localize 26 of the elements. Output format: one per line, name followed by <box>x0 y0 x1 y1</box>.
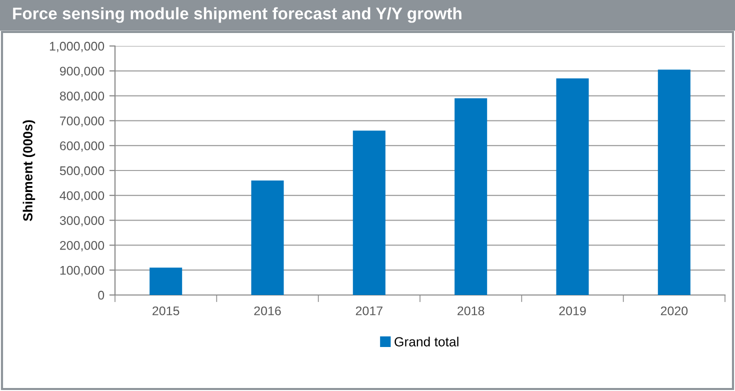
y-tick-label: 900,000 <box>60 66 104 78</box>
y-tick-label: 800,000 <box>60 92 104 102</box>
x-tick-label: 2017 <box>356 306 382 316</box>
x-tick-label: 2015 <box>152 306 180 316</box>
bar <box>150 268 182 295</box>
bar <box>454 98 488 295</box>
bar <box>556 78 589 295</box>
y-tick-label: 1,000,000 <box>50 42 104 52</box>
x-tick-label: 2019 <box>559 306 586 316</box>
y-tick-label: 600,000 <box>60 141 104 152</box>
x-tick-label: 2016 <box>254 306 281 316</box>
bar <box>352 130 386 295</box>
bar <box>658 70 690 295</box>
y-axis-title: Shipment (000s) <box>22 120 36 222</box>
bar <box>251 180 284 295</box>
y-tick-label: 700,000 <box>60 116 104 127</box>
y-tick-label: 200,000 <box>60 241 104 252</box>
y-tick-label: 500,000 <box>60 166 104 177</box>
legend-label: Grand total <box>394 336 458 346</box>
y-tick-label: 400,000 <box>60 191 104 202</box>
y-tick-label: 300,000 <box>60 216 104 226</box>
chart-title: Force sensing module shipment forecast and Y/Y growth <box>13 7 462 23</box>
x-tick-label: 2020 <box>660 306 688 316</box>
y-tick-label: 0 <box>98 290 104 300</box>
x-tick-label: 2018 <box>458 306 484 316</box>
y-tick-label: 100,000 <box>60 266 104 276</box>
